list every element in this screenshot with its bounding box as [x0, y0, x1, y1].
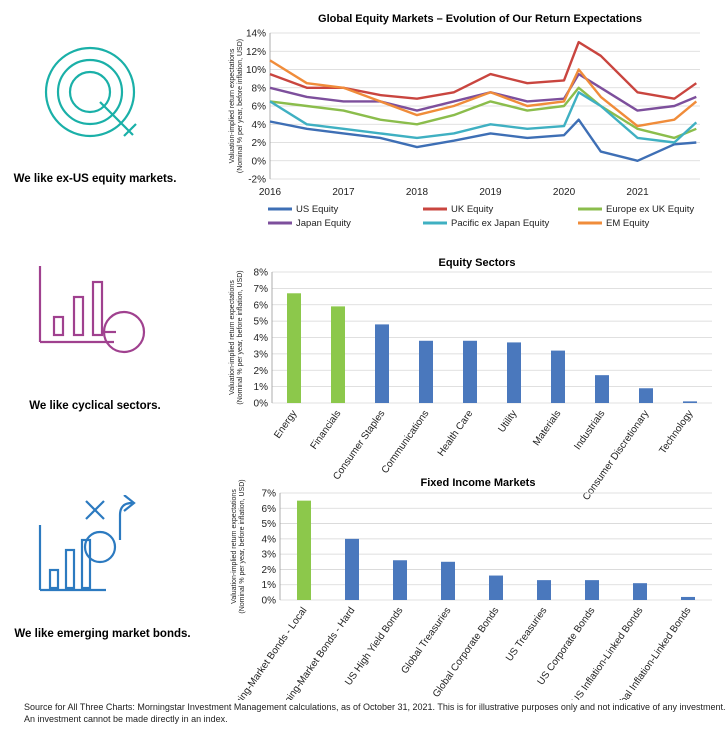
- chart2-xtick: Technology: [657, 408, 695, 456]
- chart2-title: Equity Sectors: [438, 257, 515, 269]
- chart2-ytick: 0%: [254, 399, 269, 410]
- chart2-ytick: 8%: [254, 268, 269, 279]
- chart2-xtick: Industrials: [572, 408, 607, 452]
- chart1-ytick: 14%: [246, 29, 266, 40]
- chart1-title: Global Equity Markets – Evolution of Our…: [318, 13, 642, 25]
- chart1-xtick: 2016: [259, 187, 282, 198]
- chart1-ylabel-line2: (Nominal % per year, before inflation, U…: [237, 39, 244, 173]
- chart1-ytick: 2%: [252, 138, 267, 149]
- chart2-ytick: 7%: [254, 284, 269, 295]
- chart1-series-line: [269, 91, 698, 144]
- chart3-ytick: 3%: [262, 550, 277, 561]
- chart3-ytick: 2%: [262, 565, 277, 576]
- chart3-ytick: 5%: [262, 519, 277, 530]
- chart2-bar: [419, 340, 433, 403]
- chart2-bar: [683, 401, 697, 403]
- chart1-legend-label: Pacific ex Japan Equity: [451, 218, 549, 229]
- chart1-xtick: 2017: [332, 187, 355, 198]
- chart2-ylabel-line2: (Nominal % per year, before inflation, U…: [237, 270, 244, 404]
- chart1-legend-label: EM Equity: [606, 218, 650, 229]
- chart1-xtick: 2021: [626, 187, 649, 198]
- chart1-series-line: [269, 59, 698, 128]
- chart3-bar: [633, 583, 647, 600]
- chart2-bar: [375, 324, 389, 403]
- footnote: Source for All Three Charts: Morningstar…: [24, 701, 725, 725]
- chart2-ytick: 3%: [254, 349, 269, 360]
- chart2-xtick: Health Care: [436, 408, 476, 458]
- chart1-series-line: [269, 86, 697, 140]
- chart1-legend-label: Europe ex UK Equity: [606, 204, 694, 215]
- chart2-xtick: Communications: [380, 408, 432, 475]
- chart1-xtick: 2020: [553, 187, 576, 198]
- chart2-xtick: Utility: [496, 408, 519, 434]
- panel-label-equity-markets: We like ex-US equity markets.: [13, 173, 177, 185]
- bar-chart-magnifier-icon: [38, 266, 146, 354]
- chart2-ytick: 6%: [254, 300, 269, 311]
- chart3-ytick: 4%: [262, 534, 277, 545]
- chart2-bar: [639, 388, 653, 403]
- chart3-xtick: US Treasuries: [504, 605, 549, 663]
- panel-label-em-bonds: We like emerging market bonds.: [14, 628, 191, 640]
- chart2-ytick: 1%: [254, 382, 269, 393]
- chart2-xtick: Materials: [531, 408, 563, 448]
- chart2-xtick: Financials: [309, 408, 344, 451]
- chart1-ylabel-line1: Valuation-implied return expectations: [229, 48, 236, 163]
- chart3-bar: [297, 500, 311, 600]
- chart2-ylabel-line1: Valuation-implied return expectations: [229, 280, 236, 395]
- chart3-ylabel-line2: (Nominal % per year, before inflation, U…: [239, 479, 246, 613]
- chart1-legend-label: US Equity: [296, 204, 338, 215]
- chart2-ytick: 4%: [254, 333, 269, 344]
- chart3-ytick: 7%: [262, 489, 277, 500]
- footnote-line-2: An investment cannot be made directly in…: [24, 714, 228, 724]
- chart1-xtick: 2018: [406, 187, 429, 198]
- chart1-ytick: 12%: [246, 47, 266, 58]
- chart2-xtick: Energy: [272, 408, 299, 440]
- panel-label-cyclical-sectors: We like cyclical sectors.: [29, 400, 161, 412]
- chart1-ytick: 0%: [252, 156, 267, 167]
- chart1-ytick: 4%: [252, 120, 267, 131]
- chart3-ytick: 6%: [262, 504, 277, 515]
- bar-chart-arrows-icon: [38, 495, 136, 592]
- chart1-ytick: -2%: [248, 175, 266, 186]
- chart2-bar: [463, 340, 477, 403]
- chart1-series-line: [269, 72, 697, 112]
- chart2-bar: [595, 375, 609, 403]
- chart3-bar: [681, 596, 695, 600]
- chart2-ytick: 2%: [254, 366, 269, 377]
- chart3-bar: [537, 580, 551, 600]
- chart2-bar: [551, 350, 565, 403]
- chart1-xtick: 2019: [479, 187, 502, 198]
- chart3-bar: [393, 560, 407, 600]
- chart3-bar: [441, 561, 455, 600]
- chart1-ytick: 8%: [252, 83, 267, 94]
- chart1-series-line: [269, 40, 697, 100]
- chart3-xtick: Emerging-Market Bonds - Hard: [269, 605, 357, 700]
- chart3-ytick: 1%: [262, 580, 277, 591]
- chart3-xtick: Global Inflation-Linked Bonds: [610, 605, 694, 700]
- chart3-bar: [585, 580, 599, 600]
- chart3-bar: [489, 575, 503, 600]
- chart2-bar: [331, 306, 345, 403]
- chart3-title: Fixed Income Markets: [421, 477, 536, 489]
- chart3-ylabel-line1: Valuation-implied return expectations: [231, 489, 238, 604]
- chart3-bar: [345, 538, 359, 600]
- chart3-xtick: Global Treasuries: [399, 605, 453, 676]
- chart1-series-line: [269, 118, 697, 163]
- chart2-ytick: 5%: [254, 317, 269, 328]
- footnote-line-1: Source for All Three Charts: Morningstar…: [24, 702, 725, 712]
- chart1-legend-label: Japan Equity: [296, 218, 351, 229]
- chart3-ytick: 0%: [262, 596, 277, 607]
- magnifier-target-icon: [44, 46, 137, 138]
- charts-canvas: Global Equity Markets – Evolution of Our…: [220, 13, 712, 700]
- chart1-legend-label: UK Equity: [451, 204, 493, 215]
- chart2-bar: [287, 293, 301, 403]
- chart2-bar: [507, 342, 521, 403]
- chart1-ytick: 10%: [246, 65, 266, 76]
- chart1-ytick: 6%: [252, 102, 267, 113]
